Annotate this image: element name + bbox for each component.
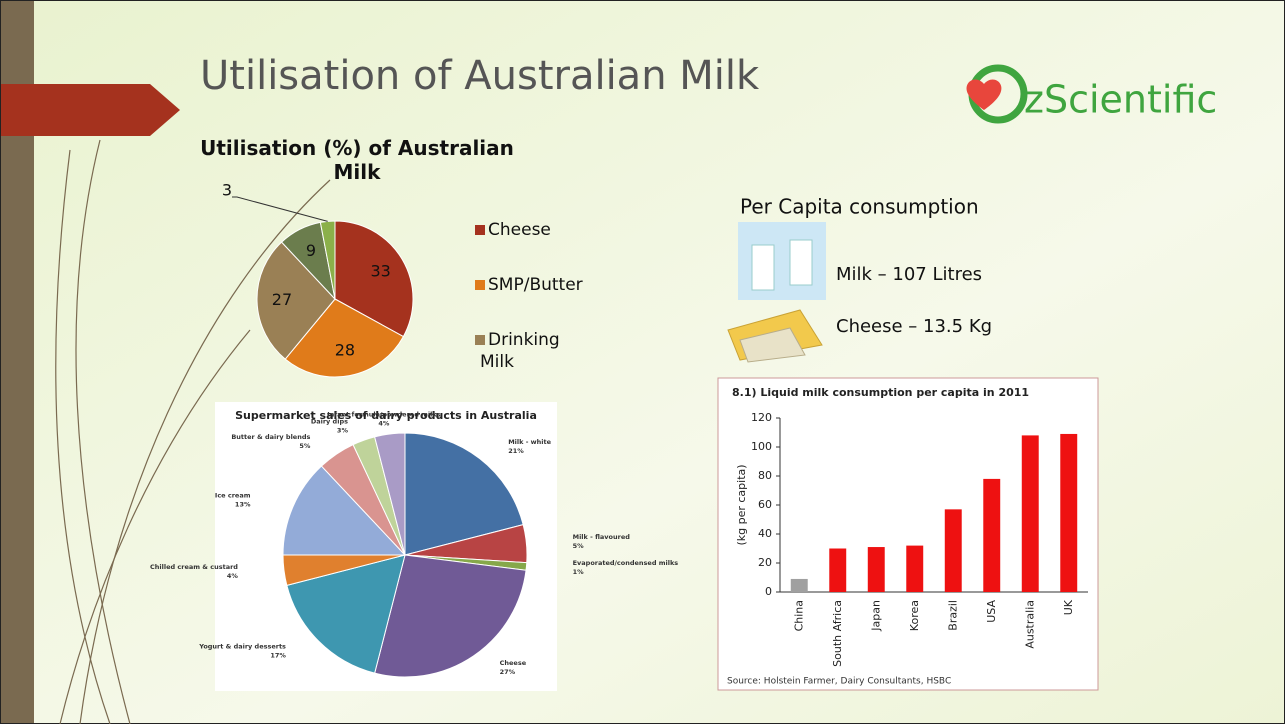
x-tick-label: Korea bbox=[908, 600, 921, 631]
slice-label: Chilled cream & custard bbox=[150, 563, 238, 571]
data-label: 21% bbox=[508, 447, 524, 455]
y-tick-label: 100 bbox=[751, 440, 772, 453]
data-label: 13% bbox=[235, 501, 251, 509]
y-tick-label: 120 bbox=[751, 411, 772, 424]
chart-title: Supermarket sales of dairy products in A… bbox=[235, 409, 537, 422]
y-axis-label: (kg per capita) bbox=[735, 464, 748, 545]
slide-title: Utilisation of Australian Milk bbox=[200, 53, 760, 99]
data-label: 33 bbox=[370, 262, 390, 281]
consumption-item: Milk – 107 Litres bbox=[836, 264, 982, 285]
legend-label: Drinking Milk bbox=[480, 330, 560, 372]
data-label: 4% bbox=[227, 572, 239, 580]
chart-source: Source: Holstein Farmer, Dairy Consultan… bbox=[727, 677, 951, 687]
pie-slice bbox=[374, 432, 406, 556]
data-label: 4% bbox=[378, 419, 390, 427]
decor-curves bbox=[55, 139, 331, 724]
y-tick-label: 80 bbox=[758, 469, 772, 482]
bar bbox=[790, 578, 808, 592]
slice-label: Yogurt & dairy desserts bbox=[198, 643, 286, 651]
data-label: 27% bbox=[500, 668, 516, 676]
pie-slice bbox=[334, 220, 414, 338]
y-tick-label: 40 bbox=[758, 527, 772, 540]
bar bbox=[1021, 435, 1039, 592]
chart-title: 8.1) Liquid milk consumption per capita … bbox=[732, 386, 1029, 399]
bar bbox=[1060, 433, 1078, 592]
slice-label: Ice cream bbox=[215, 492, 251, 500]
legend-swatch bbox=[475, 280, 485, 290]
pie-slice bbox=[282, 465, 407, 556]
data-label: 3 bbox=[222, 181, 232, 200]
y-tick-label: 20 bbox=[758, 556, 772, 569]
legend-label: SMP/Butter bbox=[488, 275, 583, 295]
bar bbox=[944, 509, 962, 592]
slice-label: Cheese bbox=[500, 659, 527, 667]
leader-line bbox=[232, 196, 328, 222]
consumption-item: Cheese – 13.5 Kg bbox=[836, 316, 992, 337]
milk-image bbox=[738, 222, 826, 300]
data-label: 5% bbox=[573, 542, 585, 550]
slice-label: Evaporated/condensed milks bbox=[573, 559, 679, 567]
legend-label: Cheese bbox=[488, 220, 551, 240]
slice-label: Dairy dips bbox=[311, 417, 348, 425]
data-label: 5% bbox=[299, 442, 311, 450]
pie-slice bbox=[286, 554, 406, 674]
x-tick-label: Japan bbox=[869, 600, 882, 632]
cheese-image bbox=[727, 309, 823, 363]
legend-swatch bbox=[475, 335, 485, 345]
chart-title: Utilisation (%) of Australian Milk bbox=[200, 136, 514, 184]
y-tick-label: 0 bbox=[765, 585, 772, 598]
bar bbox=[983, 478, 1001, 592]
data-label: 27 bbox=[272, 290, 292, 309]
bar bbox=[829, 548, 847, 592]
data-label: 28 bbox=[335, 341, 355, 360]
data-label: 3% bbox=[337, 426, 349, 434]
pie-slice bbox=[256, 241, 336, 360]
pie-slice bbox=[284, 298, 405, 378]
arrow-banner bbox=[1, 84, 180, 136]
x-tick-label: China bbox=[792, 600, 805, 631]
data-label: 9 bbox=[306, 241, 316, 260]
slice-label: Milk - white bbox=[508, 438, 551, 446]
pie-slice bbox=[404, 432, 524, 556]
data-label: 1% bbox=[573, 568, 585, 576]
chart-panel bbox=[717, 377, 1099, 691]
x-tick-label: USA bbox=[985, 600, 998, 623]
slice-label: Butter & dairy blends bbox=[231, 433, 310, 441]
bar bbox=[867, 547, 885, 592]
slice-label: Milk - flavoured bbox=[573, 533, 631, 541]
bar bbox=[906, 545, 924, 592]
x-tick-label: UK bbox=[1062, 599, 1075, 615]
x-tick-label: Australia bbox=[1023, 600, 1036, 649]
data-label: 17% bbox=[270, 652, 286, 660]
x-tick-label: South Africa bbox=[831, 600, 844, 667]
pie-slice bbox=[374, 554, 527, 678]
section-title: Per Capita consumption bbox=[740, 195, 979, 219]
y-tick-label: 60 bbox=[758, 498, 772, 511]
logo bbox=[966, 64, 1028, 124]
logo-text: zScientific bbox=[1024, 78, 1217, 122]
legend-swatch bbox=[475, 225, 485, 235]
x-tick-label: Brazil bbox=[946, 600, 959, 631]
slice-label: Infant formula/powdered milks bbox=[327, 410, 440, 418]
